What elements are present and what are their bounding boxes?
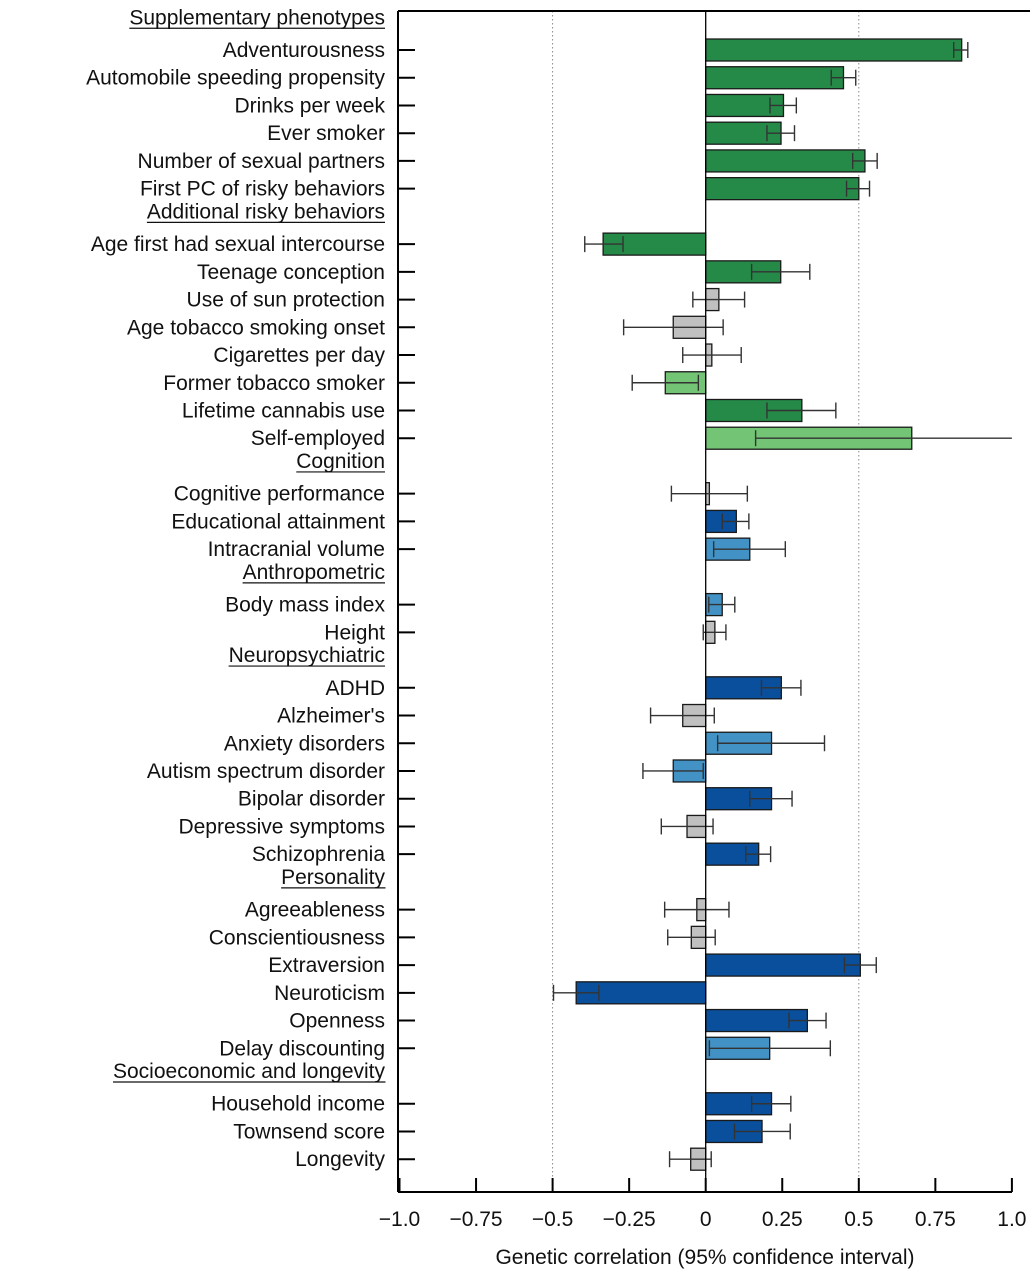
row-label: Delay discounting (219, 1037, 385, 1060)
x-tick-label: −0.75 (449, 1208, 502, 1231)
row-label: Anxiety disorders (224, 732, 385, 755)
category-heading: Anthropometric (243, 561, 385, 584)
row-label: Agreeableness (245, 899, 385, 922)
y-ticks (398, 49, 415, 1161)
row-label: Ever smoker (267, 122, 385, 145)
reference-lines (552, 11, 860, 1192)
row-label: Schizophrenia (252, 843, 385, 866)
category-heading: Neuropsychiatric (229, 644, 385, 667)
row-label: Autism spectrum disorder (147, 760, 385, 783)
row-label: Adventurousness (223, 39, 385, 62)
row-label: Age tobacco smoking onset (127, 316, 385, 339)
bar (705, 149, 866, 173)
row-label: Age first had sexual intercourse (91, 233, 385, 256)
row-label: Use of sun protection (187, 289, 385, 312)
x-tick-label: −1.0 (379, 1208, 420, 1231)
x-tick-label: −0.25 (603, 1208, 656, 1231)
category-heading: Supplementary phenotypes (129, 6, 385, 29)
row-label: Conscientiousness (209, 926, 385, 949)
category-heading: Additional risky behaviors (147, 200, 385, 223)
row-label: Drinks per week (234, 94, 385, 117)
x-tick-label: 0.75 (915, 1208, 956, 1231)
row-label: Cigarettes per day (213, 344, 385, 367)
bar (705, 176, 860, 201)
x-ticks: −1.0 −0.75 −0.5 −0.25 0 0.25 0.5 0.75 1.0 (379, 1178, 1027, 1231)
row-label: Intracranial volume (208, 538, 385, 561)
row-label: Cognitive performance (174, 483, 385, 506)
row-label: Extraversion (268, 954, 385, 977)
bar (705, 38, 963, 62)
bars (575, 38, 963, 1171)
row-label: Depressive symptoms (178, 815, 385, 838)
x-tick-label: 0.5 (844, 1208, 873, 1231)
row-label: Body mass index (225, 594, 385, 617)
error-bars (552, 42, 1012, 1168)
row-label: First PC of risky behaviors (140, 178, 385, 201)
row-label: Longevity (295, 1148, 385, 1171)
row-label: Educational attainment (171, 510, 385, 533)
category-heading: Personality (281, 866, 385, 889)
row-label: Bipolar disorder (238, 788, 385, 811)
category-heading: Socioeconomic and longevity (113, 1060, 385, 1083)
bar (705, 66, 845, 90)
x-tick-label: 0.25 (762, 1208, 803, 1231)
x-axis-title: Genetic correlation (95% confidence inte… (495, 1246, 914, 1269)
row-label: Number of sexual partners (138, 150, 385, 173)
row-label: Height (324, 621, 385, 644)
y-labels: Supplementary phenotypes Adventurousness A… (86, 6, 386, 1171)
row-label: Alzheimer's (277, 705, 385, 728)
row-label: Openness (289, 1010, 385, 1033)
row-label: Automobile speeding propensity (86, 67, 385, 90)
row-label: Neuroticism (274, 982, 385, 1005)
row-label: Townsend score (233, 1120, 385, 1143)
row-label: Former tobacco smoker (163, 372, 385, 395)
x-tick-label: −0.5 (532, 1208, 573, 1231)
category-heading: Cognition (296, 450, 385, 473)
row-label: Teenage conception (197, 261, 385, 284)
row-label: Self-employed (251, 427, 385, 450)
x-tick-label: 1.0 (997, 1208, 1026, 1231)
row-label: Lifetime cannabis use (182, 399, 385, 422)
row-label: Household income (211, 1093, 385, 1116)
bar (705, 953, 861, 977)
x-tick-label: 0 (700, 1208, 712, 1231)
row-label: ADHD (325, 677, 385, 700)
